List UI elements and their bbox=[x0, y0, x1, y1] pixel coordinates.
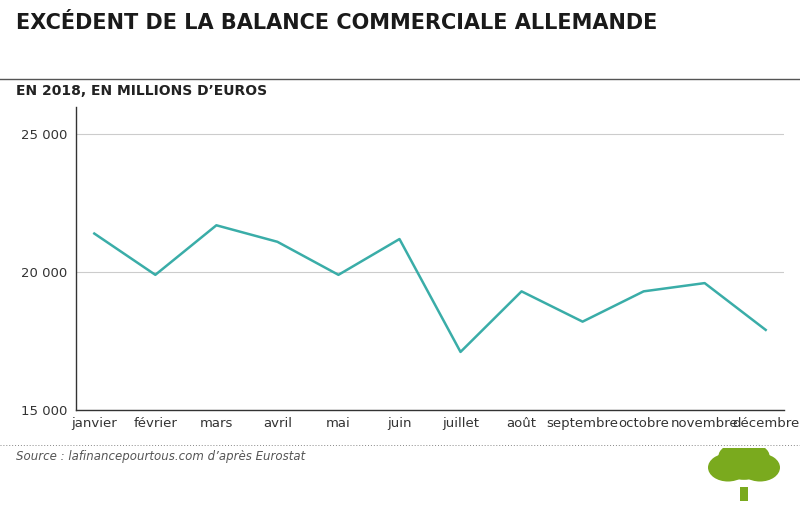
Circle shape bbox=[718, 444, 770, 480]
Circle shape bbox=[734, 444, 770, 469]
Circle shape bbox=[728, 440, 760, 462]
Text: EXCÉDENT DE LA BALANCE COMMERCIALE ALLEMANDE: EXCÉDENT DE LA BALANCE COMMERCIALE ALLEM… bbox=[16, 13, 658, 33]
Polygon shape bbox=[740, 487, 748, 501]
Circle shape bbox=[740, 454, 780, 482]
Circle shape bbox=[718, 444, 754, 469]
Text: EN 2018, EN MILLIONS D’EUROS: EN 2018, EN MILLIONS D’EUROS bbox=[16, 84, 267, 98]
Circle shape bbox=[708, 454, 748, 482]
Text: Source : lafinancepourtous.com d’après Eurostat: Source : lafinancepourtous.com d’après E… bbox=[16, 450, 306, 464]
